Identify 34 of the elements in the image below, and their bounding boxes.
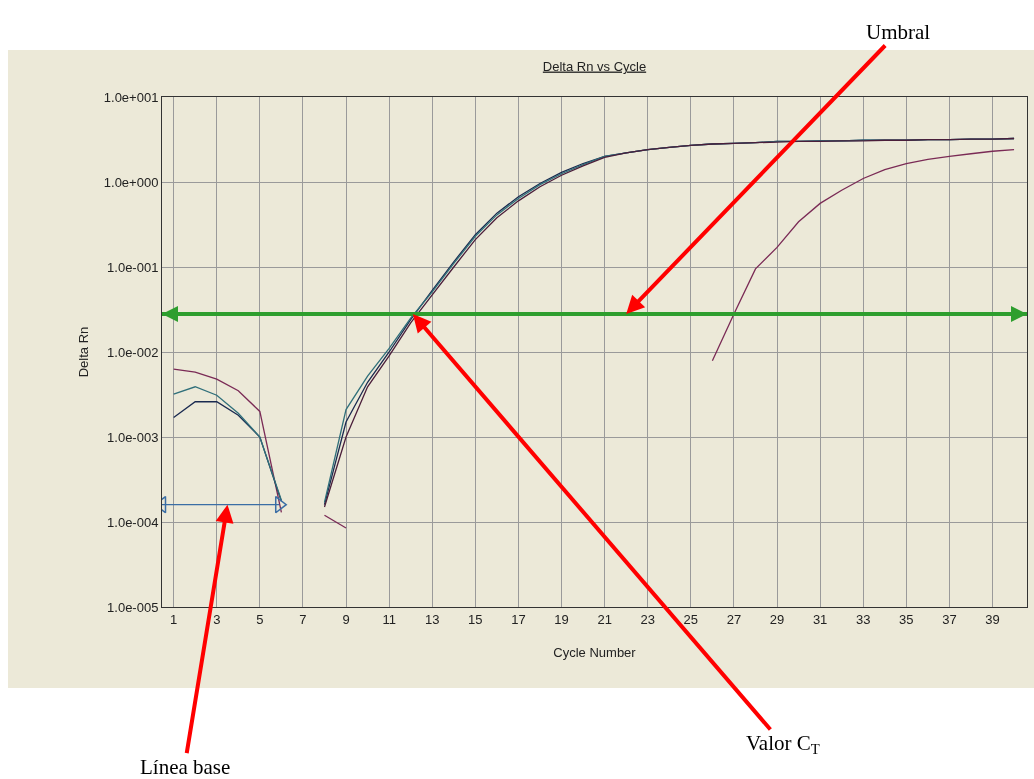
x-tick-label: 5 (256, 611, 264, 627)
x-tick-label: 33 (855, 611, 871, 627)
annotation: Umbral (866, 20, 931, 44)
x-tick-label: 11 (382, 611, 396, 627)
y-tick-label: 1.0e+000 (103, 174, 159, 190)
x-tick-label: 7 (299, 611, 307, 627)
x-tick-label: 17 (511, 611, 526, 627)
x-tick-label: 21 (597, 611, 612, 627)
x-tick-label: 9 (342, 611, 350, 627)
y-tick-label: 1.0e-004 (107, 514, 159, 530)
line-series (323, 137, 1015, 508)
annotation: Valor C$_{T}$ (746, 731, 820, 758)
x-axis-title: Cycle Number (553, 645, 637, 661)
x-tick-label: 23 (640, 611, 655, 627)
x-tick-label: 27 (726, 611, 742, 627)
chart-title: Delta Rn vs Cycle (542, 58, 647, 74)
annotation: Línea base (140, 755, 231, 779)
y-axis-title: Delta Rn (75, 326, 91, 378)
y-tick-label: 1.0e+001 (103, 89, 159, 105)
x-tick-label: 29 (769, 611, 785, 627)
y-tick-label: 1.0e-005 (107, 599, 159, 615)
x-tick-label: 37 (942, 611, 957, 627)
y-tick-label: 1.0e-002 (107, 344, 159, 360)
y-tick-label: 1.0e-003 (107, 429, 159, 445)
y-tick-label: 1.0e-001 (107, 259, 159, 275)
x-tick-label: 39 (985, 611, 1000, 627)
x-tick-label: 19 (554, 611, 569, 627)
x-tick-label: 15 (468, 611, 483, 627)
x-tick-label: 31 (812, 611, 828, 627)
x-tick-label: 35 (899, 611, 914, 627)
x-tick-label: 25 (683, 611, 699, 627)
x-tick-label: 1 (170, 611, 178, 627)
x-tick-label: 13 (425, 611, 440, 627)
x-tick-label: 3 (213, 611, 221, 627)
